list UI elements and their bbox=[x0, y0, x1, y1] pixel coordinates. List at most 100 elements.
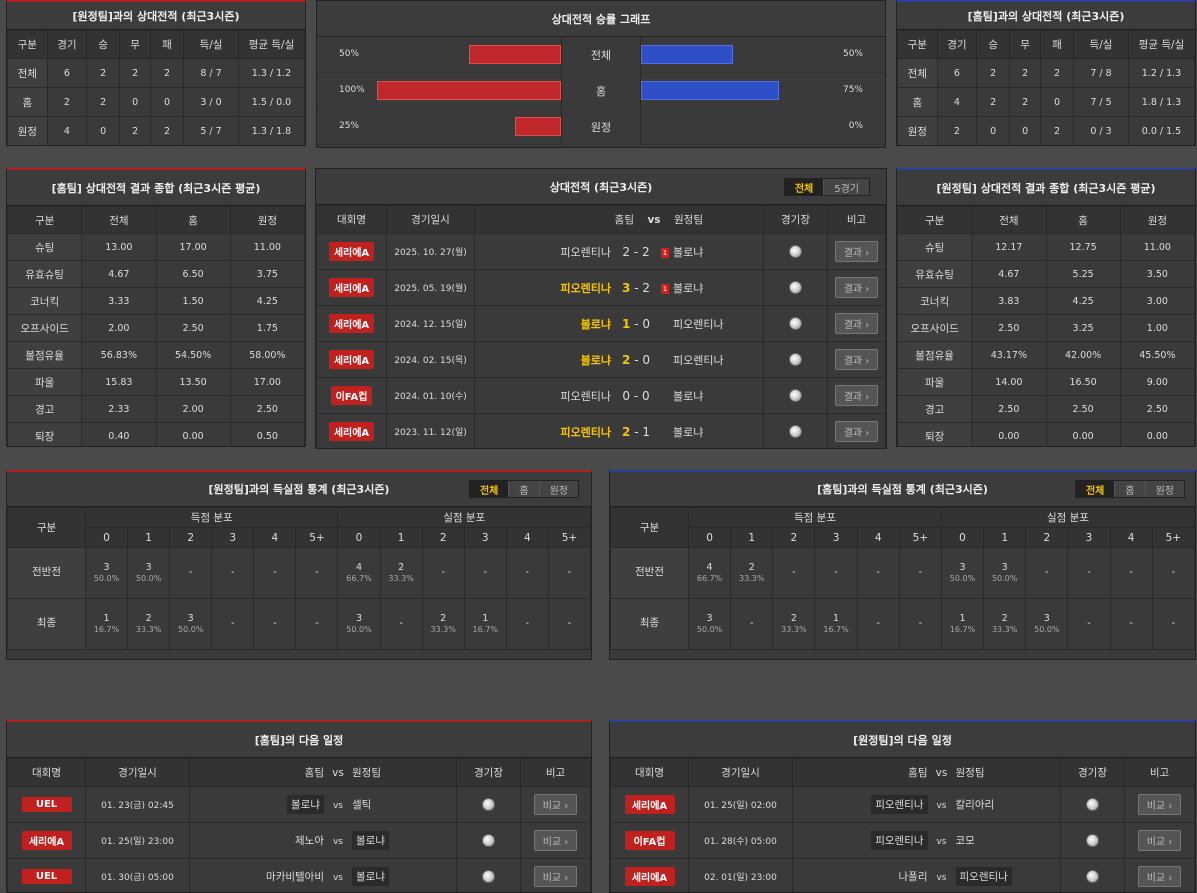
home-team[interactable]: 볼로냐 bbox=[580, 317, 611, 331]
league-badge[interactable]: 세리에A bbox=[328, 350, 375, 369]
column-header: 비고 bbox=[827, 205, 886, 234]
action-button[interactable]: 비교 › bbox=[533, 866, 578, 887]
away-team[interactable]: 볼로냐 bbox=[673, 281, 704, 295]
soccer-ball-icon[interactable] bbox=[1086, 870, 1099, 883]
action-button[interactable]: 비교 › bbox=[533, 830, 578, 851]
tab-2[interactable]: 원정 bbox=[538, 481, 578, 497]
league-badge[interactable]: 세리에A bbox=[328, 278, 375, 297]
away-team[interactable]: 볼로냐 bbox=[673, 245, 704, 259]
league-badge[interactable]: 이FA컵 bbox=[624, 831, 675, 850]
column-header: 대회명 bbox=[7, 758, 86, 787]
vs-label: vs bbox=[936, 873, 947, 883]
scored-cell: 3 50.0% bbox=[127, 547, 171, 599]
league-badge[interactable]: UEL bbox=[21, 869, 72, 884]
scored-cell: - bbox=[898, 547, 942, 599]
button-label: 비교 bbox=[542, 837, 562, 848]
chevron-right-icon: › bbox=[862, 248, 870, 259]
home-team-header: 홈팀 bbox=[614, 214, 634, 226]
soccer-ball-icon[interactable] bbox=[789, 245, 802, 258]
action-cell: 비교 › bbox=[520, 822, 591, 859]
percent: 50.0% bbox=[949, 573, 976, 583]
action-button[interactable]: 결과 › bbox=[834, 277, 879, 298]
tab-0[interactable]: 전체 bbox=[469, 481, 509, 497]
home-team-header: 홈팀 bbox=[908, 767, 928, 779]
stat-cell: 2 bbox=[1039, 58, 1074, 88]
home-team[interactable]: 피오렌티나 bbox=[560, 389, 611, 403]
away-team[interactable]: 볼로냐 bbox=[352, 831, 389, 850]
stat-cell: 14.00 bbox=[971, 368, 1047, 396]
count: 1 bbox=[833, 612, 840, 624]
away-team[interactable]: 피오렌티나 bbox=[955, 867, 1012, 886]
conceded-header: 실점 분포 bbox=[940, 507, 1195, 528]
scored-cell: - bbox=[295, 547, 339, 599]
soccer-ball-icon[interactable] bbox=[789, 281, 802, 294]
soccer-ball-icon[interactable] bbox=[482, 834, 495, 847]
away-team[interactable]: 볼로냐 bbox=[673, 425, 704, 439]
league-badge[interactable]: 세리에A bbox=[624, 795, 675, 814]
soccer-ball-icon[interactable] bbox=[1086, 834, 1099, 847]
league-badge[interactable]: 세리에A bbox=[328, 314, 375, 333]
league-badge[interactable]: UEL bbox=[21, 797, 72, 812]
away-team[interactable]: 셀틱 bbox=[352, 799, 372, 811]
action-button[interactable]: 비교 › bbox=[1137, 794, 1182, 815]
action-button[interactable]: 결과 › bbox=[834, 313, 879, 334]
soccer-ball-icon[interactable] bbox=[789, 389, 802, 402]
table-row: 전반전 4 66.7% 2 33.3% - - - -3 50.0% 3 50.0% - - - - bbox=[610, 547, 1195, 599]
action-button[interactable]: 결과 › bbox=[834, 421, 879, 442]
home-team[interactable]: 피오렌티나 bbox=[871, 795, 928, 814]
away-team[interactable]: 코모 bbox=[955, 835, 975, 847]
soccer-ball-icon[interactable] bbox=[789, 317, 802, 330]
away-team[interactable]: 칼리아리 bbox=[955, 799, 995, 811]
action-button[interactable]: 결과 › bbox=[834, 385, 879, 406]
away-team[interactable]: 볼로냐 bbox=[352, 867, 389, 886]
soccer-ball-icon[interactable] bbox=[482, 870, 495, 883]
home-team[interactable]: 마카비텔아비 bbox=[266, 871, 324, 883]
home-team[interactable]: 피오렌티나 bbox=[871, 831, 928, 850]
home-team[interactable]: 제노아 bbox=[295, 835, 324, 847]
tab-2[interactable]: 원정 bbox=[1144, 481, 1184, 497]
home-team[interactable]: 볼로냐 bbox=[287, 795, 324, 814]
tab-1[interactable]: 5경기 bbox=[823, 179, 869, 195]
stat-cell: 3.25 bbox=[1045, 314, 1121, 342]
action-button[interactable]: 결과 › bbox=[834, 241, 879, 262]
percent: 16.7% bbox=[472, 624, 498, 634]
home-team[interactable]: 피오렌티나 bbox=[560, 245, 611, 259]
away-team[interactable]: 피오렌티나 bbox=[673, 317, 724, 331]
bucket-header: 0 bbox=[337, 527, 381, 548]
tab-1[interactable]: 홈 bbox=[508, 481, 538, 497]
league-cell: 세리에A bbox=[316, 413, 387, 448]
league-badge[interactable]: 세리에A bbox=[624, 867, 675, 886]
action-button[interactable]: 결과 › bbox=[834, 349, 879, 370]
away-team-wrap: 볼로냐 bbox=[352, 831, 442, 850]
soccer-ball-icon[interactable] bbox=[1086, 798, 1099, 811]
stadium-cell bbox=[1060, 822, 1125, 859]
action-button[interactable]: 비교 › bbox=[1137, 866, 1182, 887]
h2h-away-panel: [원정팀]과의 상대전적 (최근3시즌) 구분 경기 승 무 패 득/실 평균 득/실 전체 6… bbox=[6, 0, 306, 146]
home-team[interactable]: 볼로냐 bbox=[580, 353, 611, 367]
tab-1[interactable]: 홈 bbox=[1114, 481, 1144, 497]
header-row: 대회명 경기일시 홈팀 vs 원정팀 경기장 비고 bbox=[316, 205, 886, 234]
tab-0[interactable]: 전체 bbox=[1075, 481, 1115, 497]
away-team[interactable]: 피오렌티나 bbox=[673, 353, 724, 367]
league-badge[interactable]: 세리에A bbox=[21, 831, 72, 850]
row-label: 유효슈팅 bbox=[897, 260, 973, 288]
home-team[interactable]: 피오렌티나 bbox=[560, 281, 611, 295]
league-badge[interactable]: 세리에A bbox=[328, 422, 375, 441]
chevron-right-icon: › bbox=[561, 837, 569, 848]
away-team[interactable]: 볼로냐 bbox=[673, 389, 704, 403]
home-team[interactable]: 나폴리 bbox=[898, 871, 928, 883]
soccer-ball-icon[interactable] bbox=[789, 425, 802, 438]
soccer-ball-icon[interactable] bbox=[482, 798, 495, 811]
home-team[interactable]: 피오렌티나 bbox=[560, 425, 611, 439]
away-team-wrap: 볼로냐 bbox=[661, 424, 757, 440]
away-score: 0 bbox=[641, 388, 650, 403]
soccer-ball-icon[interactable] bbox=[789, 353, 802, 366]
action-button[interactable]: 비교 › bbox=[1137, 830, 1182, 851]
row-label: 파울 bbox=[897, 368, 973, 396]
league-badge[interactable]: 세리에A bbox=[328, 242, 375, 261]
score-separator: - bbox=[630, 352, 643, 367]
column-header-teams: 홈팀 vs 원정팀 bbox=[189, 758, 457, 787]
action-button[interactable]: 비교 › bbox=[533, 794, 578, 815]
tab-0[interactable]: 전체 bbox=[784, 179, 824, 195]
league-badge[interactable]: 이FA컵 bbox=[330, 386, 373, 405]
